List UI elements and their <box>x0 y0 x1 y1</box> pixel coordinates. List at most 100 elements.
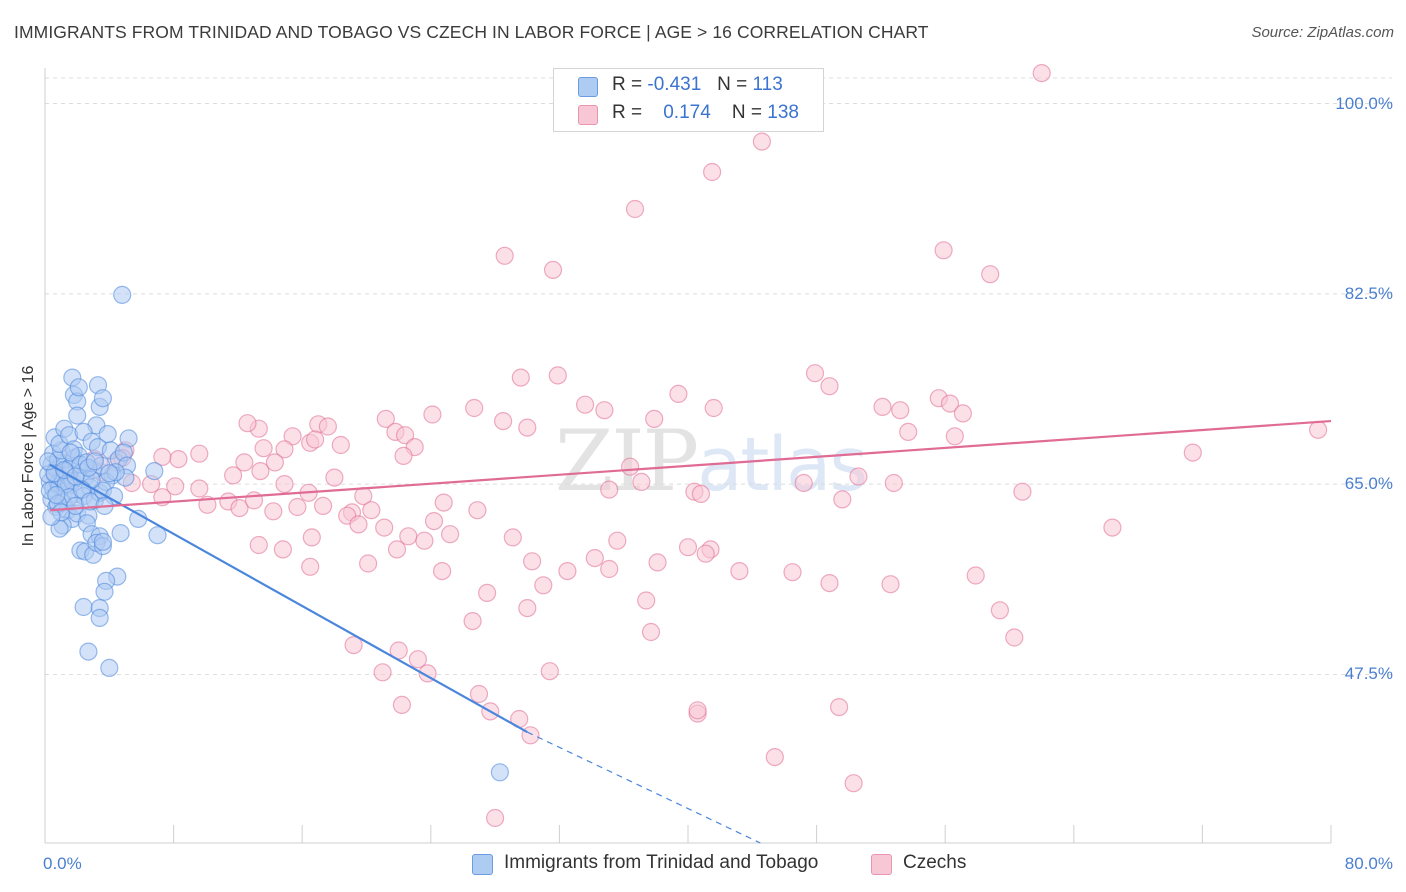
legend-text-trinidad: R = -0.431 N = 113 <box>612 74 783 96</box>
axes <box>44 68 1332 844</box>
legend-text-czechs: R = 0.174 N = 138 <box>612 102 799 124</box>
point-trinidad <box>93 389 113 408</box>
point-czech <box>1183 443 1202 462</box>
point-czech <box>518 598 537 618</box>
trend-line-czech <box>49 419 1332 512</box>
point-trinidad <box>85 452 104 471</box>
point-czech <box>625 199 645 219</box>
point-czech <box>966 566 985 585</box>
point-czech <box>465 398 484 418</box>
point-czech <box>408 650 427 669</box>
point-trinidad <box>90 608 109 628</box>
point-trinidad <box>111 523 130 543</box>
point-czech <box>891 401 910 420</box>
point-czech <box>441 525 460 544</box>
point-czech <box>752 132 772 151</box>
point-czech <box>805 364 825 383</box>
point-czech <box>254 439 273 458</box>
point-trinidad <box>490 763 509 782</box>
point-trinidad <box>79 642 98 661</box>
point-czech <box>387 540 407 559</box>
point-czech <box>1032 63 1051 83</box>
point-trinidad <box>93 532 113 551</box>
legend-r-label: R = <box>612 74 643 95</box>
point-trinidad <box>61 443 80 462</box>
point-czech <box>349 515 368 534</box>
point-czech <box>306 430 325 449</box>
point-trinidad <box>69 378 88 397</box>
point-czech <box>373 663 392 682</box>
point-trinidad <box>68 406 87 425</box>
point-czech <box>190 444 209 463</box>
legend-n-value-czechs: 138 <box>767 102 799 123</box>
point-czech <box>392 695 411 715</box>
point-czech <box>884 473 903 493</box>
point-czech <box>678 538 698 557</box>
point-czech <box>265 453 284 472</box>
point-czech <box>433 561 452 581</box>
legend-swatch-czechs <box>578 105 598 125</box>
trend-line-trinidad <box>49 463 528 734</box>
point-trinidad <box>113 285 132 304</box>
point-czech <box>600 559 619 579</box>
point-czech <box>820 377 839 396</box>
point-czech <box>608 531 627 550</box>
point-czech <box>945 427 964 446</box>
point-czech <box>511 368 530 387</box>
point-czech <box>251 462 270 481</box>
point-czech <box>249 535 268 555</box>
point-czech <box>463 611 482 631</box>
point-czech <box>765 747 784 767</box>
point-czech <box>688 701 707 720</box>
point-czech <box>990 601 1010 620</box>
point-czech <box>344 635 363 655</box>
point-trinidad <box>148 526 167 545</box>
point-czech <box>1103 518 1122 537</box>
point-czech <box>641 622 661 642</box>
point-czech <box>575 395 595 414</box>
point-czech <box>691 484 711 503</box>
point-czech <box>224 466 243 485</box>
point-czech <box>166 477 185 496</box>
y-tick-label-82-5: 82.5% <box>1344 283 1393 303</box>
point-czech <box>696 544 715 563</box>
point-czech <box>495 246 514 265</box>
series-label-trinidad: Immigrants from Trinidad and Tobago <box>504 852 819 873</box>
point-czech <box>394 446 413 465</box>
point-czech <box>494 412 513 431</box>
point-trinidad <box>100 658 119 678</box>
point-czech <box>325 468 344 487</box>
point-trinidad <box>100 464 119 483</box>
point-czech <box>301 557 320 576</box>
point-czech <box>503 528 522 547</box>
trend-lines <box>49 419 1332 844</box>
legend-r-value-czechs: 0.174 <box>663 102 711 123</box>
point-czech <box>424 511 444 531</box>
point-trinidad <box>74 597 93 617</box>
point-czech <box>522 552 542 571</box>
point-czech <box>953 404 973 423</box>
series-swatch-czechs <box>871 854 892 875</box>
point-czech <box>940 394 960 413</box>
legend-swatch-trinidad <box>578 77 598 97</box>
series-label-czechs: Czechs <box>903 852 967 873</box>
point-czech <box>669 384 688 403</box>
scatter-points <box>39 63 1328 828</box>
point-czech <box>645 409 664 428</box>
point-czech <box>375 518 394 537</box>
point-czech <box>469 684 489 704</box>
point-czech <box>632 472 651 491</box>
y-tick-label-100: 100.0% <box>1335 93 1393 113</box>
point-czech <box>468 501 487 520</box>
point-czech <box>1005 628 1024 647</box>
point-czech <box>415 531 434 550</box>
point-czech <box>169 450 188 469</box>
point-czech <box>275 475 294 494</box>
point-czech <box>423 405 442 424</box>
x-tick-label-min: 0.0% <box>43 854 82 873</box>
point-czech <box>244 491 264 510</box>
point-czech <box>548 366 567 385</box>
point-czech <box>833 490 852 509</box>
point-czech <box>273 540 292 559</box>
